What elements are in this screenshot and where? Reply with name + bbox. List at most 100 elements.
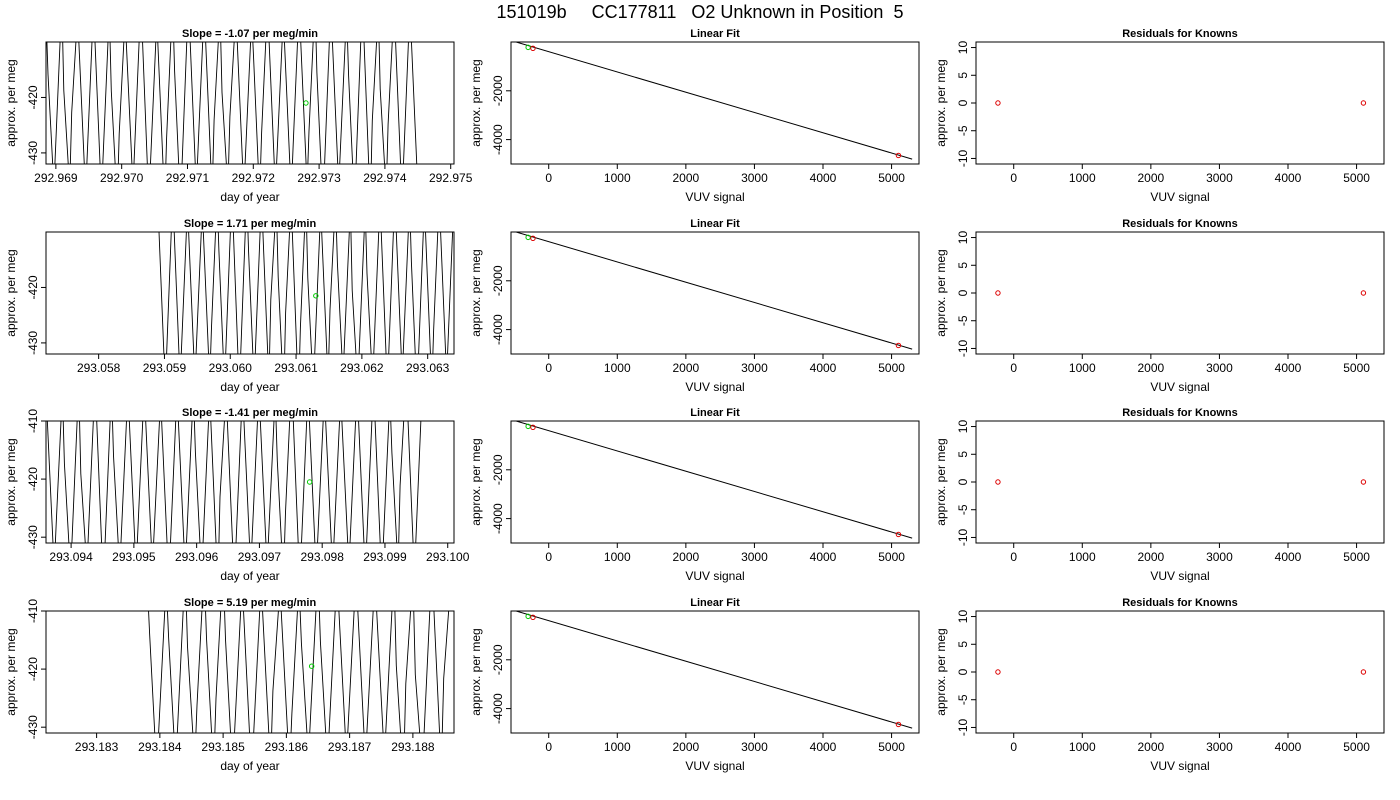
- residual-point: [995, 669, 1001, 675]
- x-tick-label: 1000: [604, 550, 631, 564]
- unknown-point: [525, 234, 531, 241]
- y-axis-label: approx. per meg: [469, 59, 483, 146]
- y-tick-label: -420: [26, 275, 40, 299]
- x-tick-label: 0: [1010, 740, 1017, 754]
- x-tick-label: 293.095: [112, 550, 156, 564]
- plot-frame: [975, 420, 1385, 544]
- unknown-point: [525, 423, 531, 430]
- x-axis-label: day of year: [220, 190, 279, 204]
- x-tick-label: 293.096: [175, 550, 219, 564]
- y-tick-label: -410: [26, 599, 40, 623]
- data-layer: [514, 42, 913, 160]
- panel-linear-fit-4: Linear Fit 0 1000 2000 3000 4000 5000 -4000 -200…: [469, 597, 920, 773]
- y-tick-label: 0: [956, 668, 970, 675]
- x-axis-label: VUV signal: [1150, 190, 1209, 204]
- residual-point: [1360, 479, 1367, 485]
- y-axis-label: approx. per meg: [934, 59, 948, 146]
- x-tick-label: 293.186: [265, 740, 309, 754]
- y-tick-label: 0: [956, 478, 970, 485]
- y-tick-label: 5: [956, 72, 970, 79]
- x-tick-label: 2000: [1138, 171, 1165, 185]
- x-tick-label: 4000: [810, 550, 837, 564]
- panel-time-series-3: Slope = -1.41 per meg/min 293.094 293.095 2…: [4, 407, 470, 583]
- x-tick-label: 5000: [1343, 361, 1370, 375]
- data-layer: [158, 232, 454, 354]
- plot-frame: [975, 610, 1385, 734]
- y-tick-label: -10: [956, 718, 970, 736]
- y-tick-label: -5: [956, 315, 970, 326]
- residual-point: [995, 290, 1001, 296]
- x-tick-label: 2000: [673, 361, 700, 375]
- x-tick-label: 293.184: [138, 740, 182, 754]
- y-tick-label: -4000: [491, 124, 505, 155]
- y-axis-label: approx. per meg: [934, 438, 948, 525]
- x-tick-label: 0: [545, 171, 552, 185]
- x-tick-label: 293.061: [274, 361, 318, 375]
- plot-frame: [510, 231, 920, 355]
- x-tick-label: 3000: [1206, 740, 1233, 754]
- x-tick-label: 3000: [1206, 171, 1233, 185]
- data-layer: [514, 611, 913, 729]
- unknown-marker: [306, 479, 313, 485]
- x-axis-label: day of year: [220, 380, 279, 394]
- y-tick-label: 10: [956, 420, 970, 434]
- x-tick-label: 0: [545, 740, 552, 754]
- panel-title: Residuals for Knowns: [1122, 28, 1238, 40]
- y-axis-label: approx. per meg: [4, 249, 18, 336]
- x-tick-label: 1000: [604, 171, 631, 185]
- trace-line: [46, 421, 422, 543]
- x-tick-label: 4000: [810, 740, 837, 754]
- x-tick-label: 4000: [810, 361, 837, 375]
- x-tick-label: 0: [1010, 171, 1017, 185]
- panel-title: Residuals for Knowns: [1122, 407, 1238, 419]
- x-tick-label: 4000: [1275, 550, 1302, 564]
- y-tick-label: -420: [26, 467, 40, 491]
- x-tick-label: 2000: [1138, 740, 1165, 754]
- panel-linear-fit-2: Linear Fit 0 1000 2000 3000 4000 5000 -4000 -200…: [469, 218, 920, 394]
- x-tick-label: 1000: [1069, 550, 1096, 564]
- x-tick-label: 293.063: [406, 361, 450, 375]
- x-tick-label: 2000: [1138, 361, 1165, 375]
- x-tick-label: 3000: [741, 171, 768, 185]
- x-tick-label: 5000: [1343, 740, 1370, 754]
- x-tick-label: 292.974: [363, 171, 407, 185]
- unknown-point: [525, 44, 531, 51]
- x-tick-label: 293.094: [49, 550, 93, 564]
- x-tick-label: 1000: [1069, 171, 1096, 185]
- data-layer: [46, 42, 418, 164]
- known-point: [895, 342, 902, 349]
- x-tick-label: 292.973: [297, 171, 341, 185]
- data-layer: [995, 479, 1367, 485]
- trace-line: [148, 611, 450, 733]
- known-point: [895, 721, 902, 728]
- data-layer: [995, 100, 1367, 106]
- y-axis-label: approx. per meg: [469, 438, 483, 525]
- panel-title: Slope = -1.41 per meg/min: [182, 407, 318, 419]
- panel-residuals-1: Residuals for Knowns 0 1000 2000 3000 4000 500…: [934, 28, 1385, 204]
- y-axis-label: approx. per meg: [4, 438, 18, 525]
- y-axis-label: approx. per meg: [469, 628, 483, 715]
- y-tick-label: -10: [956, 528, 970, 546]
- panel-title: Linear Fit: [690, 597, 740, 609]
- y-tick-label: 5: [956, 262, 970, 269]
- x-tick-label: 293.187: [328, 740, 372, 754]
- x-tick-label: 3000: [1206, 550, 1233, 564]
- residual-point: [995, 479, 1001, 485]
- x-axis-label: VUV signal: [685, 190, 744, 204]
- x-tick-label: 5000: [1343, 550, 1370, 564]
- fit-line: [514, 42, 913, 160]
- fit-line: [514, 611, 913, 729]
- plot-frame: [510, 610, 920, 734]
- y-tick-label: 0: [956, 289, 970, 296]
- x-tick-label: 2000: [673, 171, 700, 185]
- x-axis-label: VUV signal: [1150, 569, 1209, 583]
- panel-title: Slope = 5.19 per meg/min: [184, 597, 317, 609]
- plot-frame: [510, 420, 920, 544]
- x-axis-label: VUV signal: [685, 759, 744, 773]
- y-tick-label: 0: [956, 99, 970, 106]
- panel-residuals-3: Residuals for Knowns 0 1000 2000 3000 4000 500…: [934, 407, 1385, 583]
- x-axis-label: VUV signal: [685, 569, 744, 583]
- x-tick-label: 293.100: [426, 550, 470, 564]
- unknown-marker: [313, 293, 319, 299]
